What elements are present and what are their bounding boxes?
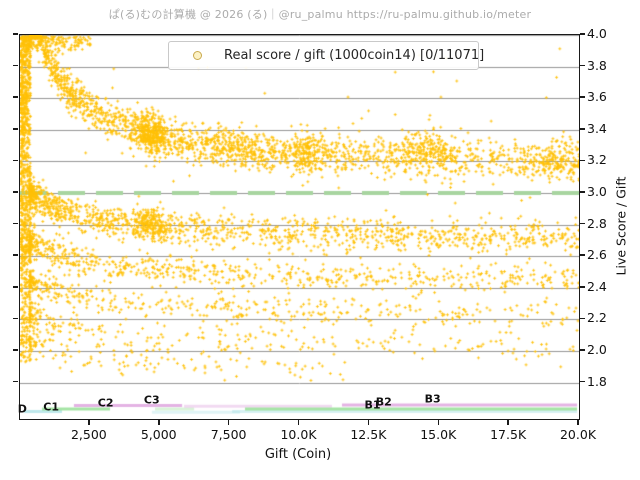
x-tick-label: 2,500 xyxy=(70,427,107,442)
y-tick-label: 3.0 xyxy=(587,184,607,200)
x-tick-mark xyxy=(507,419,509,425)
y-tick-label: 3.4 xyxy=(587,120,607,136)
y-tick-mark-left xyxy=(12,317,18,320)
rank-label-D: D xyxy=(17,402,27,416)
y-tick-mark xyxy=(579,128,585,130)
y-tick-mark-left xyxy=(12,222,18,225)
scatter-canvas xyxy=(20,35,579,419)
x-tick-mark xyxy=(297,419,300,425)
x-tick-mark xyxy=(158,419,160,425)
x-tick-label: 7,500 xyxy=(210,427,247,442)
y-tick-label: 1.8 xyxy=(587,373,607,389)
y-tick-mark xyxy=(579,380,585,383)
y-tick-mark-left xyxy=(12,64,18,67)
y-tick-mark xyxy=(579,96,585,98)
y-tick-mark-left xyxy=(12,33,18,35)
y-tick-label: 2.8 xyxy=(587,215,607,231)
legend-label: Real score / gift (1000coin14) [0/11071] xyxy=(224,48,485,63)
plot-area xyxy=(19,34,580,420)
x-tick-label: 15.0K xyxy=(420,427,457,442)
y-tick-mark xyxy=(579,64,585,67)
y-tick-mark-left xyxy=(12,159,18,162)
y-tick-mark xyxy=(579,254,585,256)
y-tick-mark-left xyxy=(12,191,18,193)
y-tick-mark-left xyxy=(12,96,18,98)
x-tick-label: 20.0K xyxy=(559,427,597,442)
y-tick-label: 2.4 xyxy=(587,278,607,294)
y-tick-label: 3.8 xyxy=(587,57,607,73)
y-tick-label: 4.0 xyxy=(587,26,607,41)
y-tick-mark xyxy=(579,349,585,351)
rank-label-B3: B3 xyxy=(424,392,441,406)
y-tick-mark xyxy=(579,286,585,288)
x-tick-mark xyxy=(367,419,370,425)
x-tick-label: 10.0K xyxy=(280,427,317,442)
rank-label-B1: B1 xyxy=(364,398,381,412)
y-tick-mark-left xyxy=(12,254,18,256)
y-tick-label: 3.6 xyxy=(587,89,607,105)
x-tick-label: 17.5K xyxy=(490,427,527,442)
rank-label-C1: C1 xyxy=(43,400,60,414)
y-tick-mark-left xyxy=(12,286,18,288)
x-tick-mark xyxy=(227,419,230,425)
y-tick-mark xyxy=(579,159,585,162)
chart-title: ぱ(る)むの計算機 @ 2026 (る)｜@ru_palmu https://r… xyxy=(108,8,532,21)
x-tick-mark xyxy=(577,419,579,425)
y-axis-label: Live Score / Gift xyxy=(613,176,629,276)
x-tick-label: 12.5K xyxy=(350,427,387,442)
rank-label-C2: C2 xyxy=(97,396,114,410)
rank-label-B2: B2 xyxy=(375,395,392,409)
y-tick-mark-left xyxy=(12,349,18,351)
y-tick-label: 2.0 xyxy=(587,342,607,358)
y-tick-mark xyxy=(579,317,585,320)
y-tick-label: 2.6 xyxy=(587,247,607,263)
scatter-marker-icon xyxy=(193,51,202,60)
y-tick-mark xyxy=(579,191,585,193)
x-tick-mark xyxy=(437,419,439,425)
x-tick-mark xyxy=(88,419,90,425)
y-tick-mark-left xyxy=(12,380,18,383)
y-tick-mark-left xyxy=(12,128,18,130)
x-tick-label: 5,000 xyxy=(140,427,177,442)
x-axis-label: Gift (Coin) xyxy=(264,447,332,462)
y-tick-label: 2.2 xyxy=(587,310,607,326)
rank-label-C3: C3 xyxy=(143,393,160,407)
legend: Real score / gift (1000coin14) [0/11071] xyxy=(168,41,484,70)
y-tick-mark xyxy=(579,222,585,225)
y-tick-mark xyxy=(579,33,585,35)
y-tick-label: 3.2 xyxy=(587,152,607,168)
